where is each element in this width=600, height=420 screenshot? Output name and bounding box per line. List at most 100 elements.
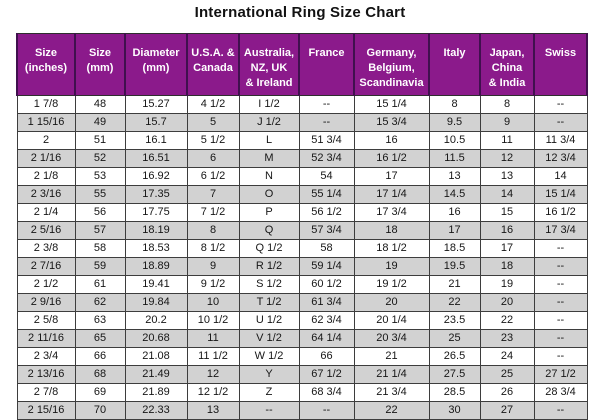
cell: 20 [353,293,430,312]
cell: 19.41 [124,275,188,294]
cell: 9 [479,113,535,132]
cell: 13 [428,167,481,186]
cell: 8 [428,95,481,114]
column-header-3: Diameter (mm) [124,33,188,96]
cell: 19 [479,275,535,294]
column-header-8: Italy [428,33,481,96]
cell: 22 [353,401,430,420]
cell: 17 3/4 [353,203,430,222]
cell: 67 1/2 [298,365,355,384]
cell: L [238,131,300,150]
cell: 18 [353,221,430,240]
cell: 24 [479,347,535,366]
cell: 19.84 [124,293,188,312]
cell: 66 [74,347,126,366]
cell: -- [533,257,588,276]
table-row: 2 15/16 70 22.33 13 -- -- 22 30 27 -- [16,401,588,420]
cell: Y [238,365,300,384]
cell: 1 7/8 [16,95,76,114]
cell: 25 [479,365,535,384]
cell: 21 1/4 [353,365,430,384]
cell: 17 3/4 [533,221,588,240]
cell: 2 5/8 [16,311,76,330]
cell: -- [533,239,588,258]
cell: 20 [479,293,535,312]
ring-size-table: Size (inches) Size (mm) Diameter (mm) U.S.A… [16,33,588,420]
page-title: International Ring Size Chart [194,4,406,21]
cell: Q [238,221,300,240]
cell: 26.5 [428,347,481,366]
cell: 2 11/16 [16,329,76,348]
cell: 12 3/4 [533,149,588,168]
cell: 11 1/2 [186,347,240,366]
cell: 64 1/4 [298,329,355,348]
cell: -- [533,401,588,420]
cell: 12 [186,365,240,384]
table-row: 2 1/16 52 16.51 6 M 52 3/4 16 1/2 11.5 12 12 3/4 [16,149,588,168]
column-header-5: Australia, NZ, UK & Ireland [238,33,300,96]
cell: 28.5 [428,383,481,402]
table-row: 2 1/2 61 19.41 9 1/2 S 1/2 60 1/2 19 1/2 21 19 -- [16,275,588,294]
cell: 16 [353,131,430,150]
cell: 15 [479,203,535,222]
cell: 25 [428,329,481,348]
cell: 16 [428,203,481,222]
cell: 2 3/16 [16,185,76,204]
table-row: 2 5/16 57 18.19 8 Q 57 3/4 18 17 16 17 3/4 [16,221,588,240]
table-row: 2 1/8 53 16.92 6 1/2 N 54 17 13 13 14 [16,167,588,186]
cell: 17 [353,167,430,186]
cell: Q 1/2 [238,239,300,258]
cell: 20 1/4 [353,311,430,330]
cell: 17.35 [124,185,188,204]
table-row: 2 3/8 58 18.53 8 1/2 Q 1/2 58 18 1/2 18.5 17 -- [16,239,588,258]
header-row: Size (inches) Size (mm) Diameter (mm) U.S.A… [16,33,588,96]
cell: 23.5 [428,311,481,330]
cell: -- [533,329,588,348]
cell: 14 [479,185,535,204]
table-row: 2 3/16 55 17.35 7 O 55 1/4 17 1/4 14.5 14 15 1/4 [16,185,588,204]
cell: 54 [298,167,355,186]
cell: 5 [186,113,240,132]
cell: V 1/2 [238,329,300,348]
cell: 16 1/2 [353,149,430,168]
cell: 23 [479,329,535,348]
cell: 65 [74,329,126,348]
column-header-1: Size (inches) [16,33,76,96]
cell: 17 [479,239,535,258]
cell: 15 1/4 [353,95,430,114]
table-row: 2 9/16 62 19.84 10 T 1/2 61 3/4 20 22 20 -- [16,293,588,312]
cell: Z [238,383,300,402]
cell: -- [533,95,588,114]
cell: W 1/2 [238,347,300,366]
table-row: 2 13/16 68 21.49 12 Y 67 1/2 21 1/4 27.5 25 27 1/… [16,365,588,384]
cell: 62 [74,293,126,312]
cell: 63 [74,311,126,330]
cell: 70 [74,401,126,420]
cell: 15.27 [124,95,188,114]
cell: 20.68 [124,329,188,348]
cell: 15 3/4 [353,113,430,132]
cell: 69 [74,383,126,402]
cell: 57 [74,221,126,240]
cell: 8 [186,221,240,240]
table-row: 2 3/4 66 21.08 11 1/2 W 1/2 66 21 26.5 24 -- [16,347,588,366]
cell: 16 1/2 [533,203,588,222]
cell: -- [298,401,355,420]
cell: R 1/2 [238,257,300,276]
cell: 2 5/16 [16,221,76,240]
cell: 27 1/2 [533,365,588,384]
cell: 49 [74,113,126,132]
cell: 21.89 [124,383,188,402]
cell: 21.49 [124,365,188,384]
cell: 18 1/2 [353,239,430,258]
cell: -- [298,95,355,114]
cell: I 1/2 [238,95,300,114]
cell: 18.89 [124,257,188,276]
cell: O [238,185,300,204]
cell: 61 [74,275,126,294]
cell: 18.53 [124,239,188,258]
cell: 7 1/2 [186,203,240,222]
cell: 56 [74,203,126,222]
cell: 28 3/4 [533,383,588,402]
cell: 20 3/4 [353,329,430,348]
